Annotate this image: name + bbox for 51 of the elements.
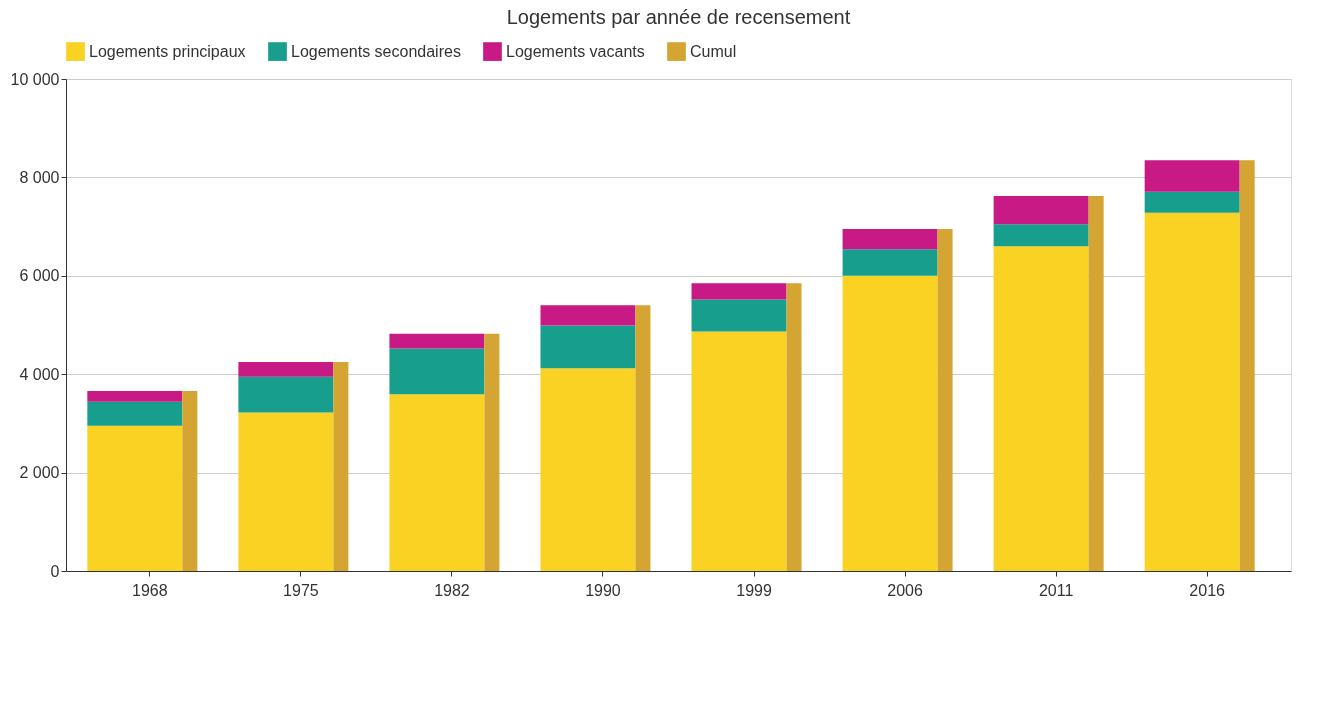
bar — [993, 246, 1089, 571]
bar — [993, 224, 1089, 247]
x-tick-label: 1982 — [434, 581, 470, 599]
x-tick-label: 1990 — [585, 581, 621, 599]
x-tick-label: 1968 — [132, 581, 168, 599]
bar — [937, 229, 953, 571]
bar — [238, 361, 334, 377]
bar — [1088, 196, 1104, 571]
bar — [691, 283, 787, 300]
x-tick-label: 2006 — [887, 581, 923, 599]
bar — [389, 394, 485, 571]
bar — [484, 333, 500, 571]
bar — [389, 348, 485, 395]
y-tick-label: 2 000 — [19, 464, 60, 482]
legend-label: Cumul — [690, 42, 737, 60]
bar — [1144, 191, 1240, 213]
bar — [635, 305, 651, 571]
bar — [1239, 160, 1255, 571]
bar — [87, 390, 183, 402]
bar — [691, 299, 787, 332]
bar — [238, 412, 334, 571]
legend-label: Logements vacants — [506, 42, 645, 60]
x-tick-label: 1975 — [283, 581, 319, 599]
bar — [87, 425, 183, 571]
bar — [87, 401, 183, 426]
bar — [540, 325, 636, 369]
bar — [993, 196, 1089, 225]
bar — [238, 376, 334, 413]
bar — [1144, 160, 1240, 192]
y-tick-label: 10 000 — [10, 70, 60, 88]
x-tick-label: 2011 — [1038, 581, 1074, 599]
bar — [540, 368, 636, 571]
chart-title: Logements par année de recensement — [506, 6, 851, 28]
bar — [842, 249, 938, 276]
bar — [182, 390, 198, 571]
bar — [333, 361, 349, 571]
y-tick-label: 8 000 — [19, 168, 60, 186]
legend-label: Logements secondaires — [291, 42, 461, 60]
legend-label: Logements principaux — [89, 42, 246, 60]
bar — [1144, 212, 1240, 571]
bar — [389, 333, 485, 349]
x-tick-label: 2016 — [1189, 581, 1226, 599]
y-tick-label: 4 000 — [19, 365, 60, 383]
y-tick-label: 0 — [50, 562, 60, 580]
y-tick-label: 6 000 — [19, 267, 60, 285]
bar — [540, 305, 636, 326]
x-tick-label: 1999 — [736, 581, 772, 599]
bar — [842, 275, 938, 571]
bar — [786, 283, 802, 571]
bar — [842, 229, 938, 250]
bar — [691, 331, 787, 571]
